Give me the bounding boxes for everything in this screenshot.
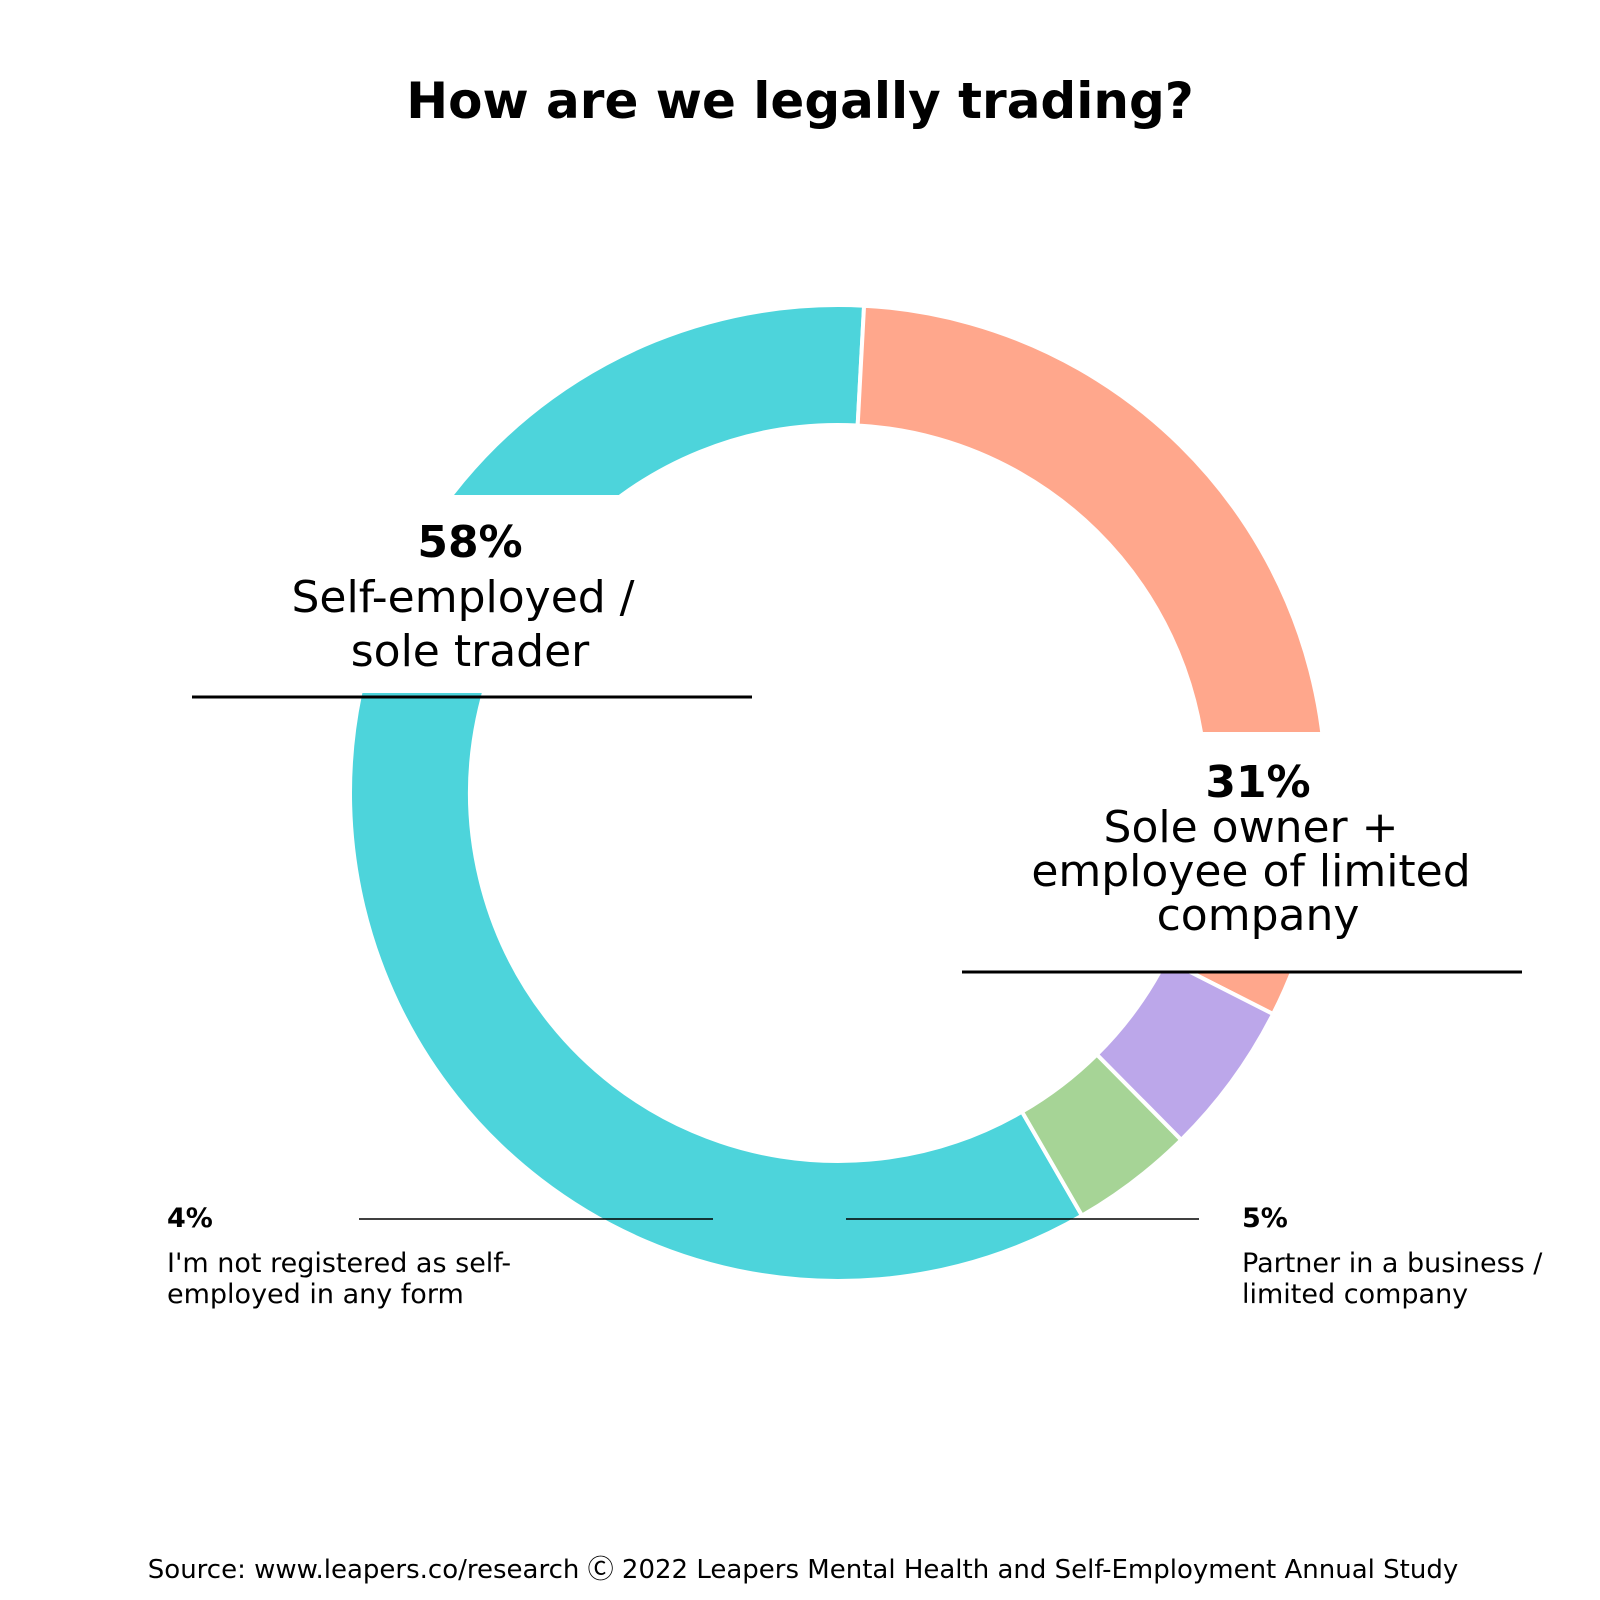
slice-label-self-employed-line-2: sole trader (351, 626, 590, 677)
slice-label-sole-owner-line-1: Sole owner + (1104, 802, 1399, 853)
slice-label-sole-owner: Sole owner + employee of limited company (1031, 802, 1484, 941)
slice-value-not-registered: 4% (167, 1203, 213, 1234)
slice-label-sole-owner-line-2: employee of limited (1031, 846, 1470, 897)
slice-label-self-employed-line-1: Self-employed / (291, 572, 634, 623)
slice-label-sole-owner-line-3: company (1157, 890, 1360, 941)
slice-value-self-employed: 58% (417, 517, 522, 568)
slice-label-partner-line-1: Partner in a business / (1242, 1248, 1543, 1279)
source-note: Source: www.leapers.co/research Ⓒ 2022 L… (148, 1555, 1458, 1585)
slice-value-partner: 5% (1242, 1203, 1288, 1234)
slice-value-sole-owner: 31% (1205, 757, 1310, 808)
slice-label-not-registered: I'm not registered as self- employed in … (167, 1248, 520, 1310)
slice-label-partner-line-2: limited company (1242, 1279, 1468, 1310)
slice-label-self-employed: Self-employed / sole trader (291, 572, 648, 677)
slice-label-not-registered-line-2: employed in any form (167, 1279, 464, 1310)
label-backdrop-sole-owner (962, 732, 1522, 972)
slice-not-registered (1019, 1051, 1185, 1219)
slice-label-not-registered-line-1: I'm not registered as self- (167, 1248, 511, 1279)
chart-title: How are we legally trading? (406, 72, 1194, 130)
label-backdrop-self-employed (190, 495, 750, 693)
slice-label-partner: Partner in a business / limited company (1242, 1248, 1551, 1310)
